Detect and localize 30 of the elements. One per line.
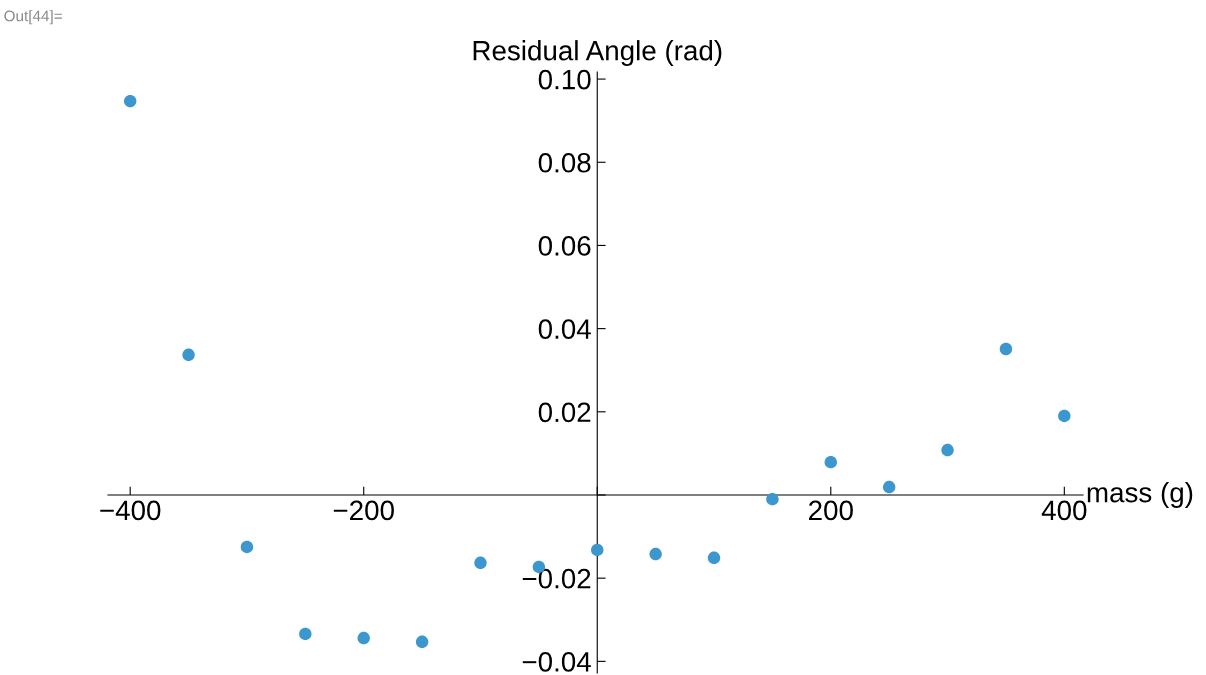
point — [941, 443, 954, 457]
point — [357, 631, 370, 645]
point — [182, 348, 195, 362]
point — [299, 627, 312, 641]
y-tick-label: −0.02 — [522, 568, 591, 589]
y-tick-label: 0.04 — [538, 319, 591, 339]
point — [707, 551, 721, 564]
point — [824, 455, 837, 469]
point — [415, 635, 429, 649]
x-axis-title: mass (g) — [1087, 482, 1193, 508]
point — [591, 543, 604, 557]
y-tick-label: 0.10 — [538, 69, 591, 90]
x-tick-label: 400 — [1041, 500, 1087, 521]
point — [766, 492, 779, 506]
x-tick-label: 200 — [809, 500, 853, 521]
point — [882, 480, 896, 494]
y-tick-label: 0.06 — [538, 236, 591, 256]
point — [649, 547, 662, 561]
y-tick-label: 0.02 — [538, 402, 591, 423]
y-tick-label: 0.08 — [538, 152, 591, 173]
point — [999, 342, 1013, 356]
x-tick-label: −400 — [100, 500, 161, 521]
x-tick-label: −200 — [333, 500, 394, 521]
point — [240, 540, 254, 554]
y-tick-label: −0.04 — [522, 652, 591, 672]
text: Out[44]= — [4, 10, 62, 25]
point — [1058, 409, 1071, 423]
point — [123, 94, 137, 108]
y-axis-title: Residual Angle (rad) — [473, 40, 722, 66]
point — [474, 556, 487, 569]
